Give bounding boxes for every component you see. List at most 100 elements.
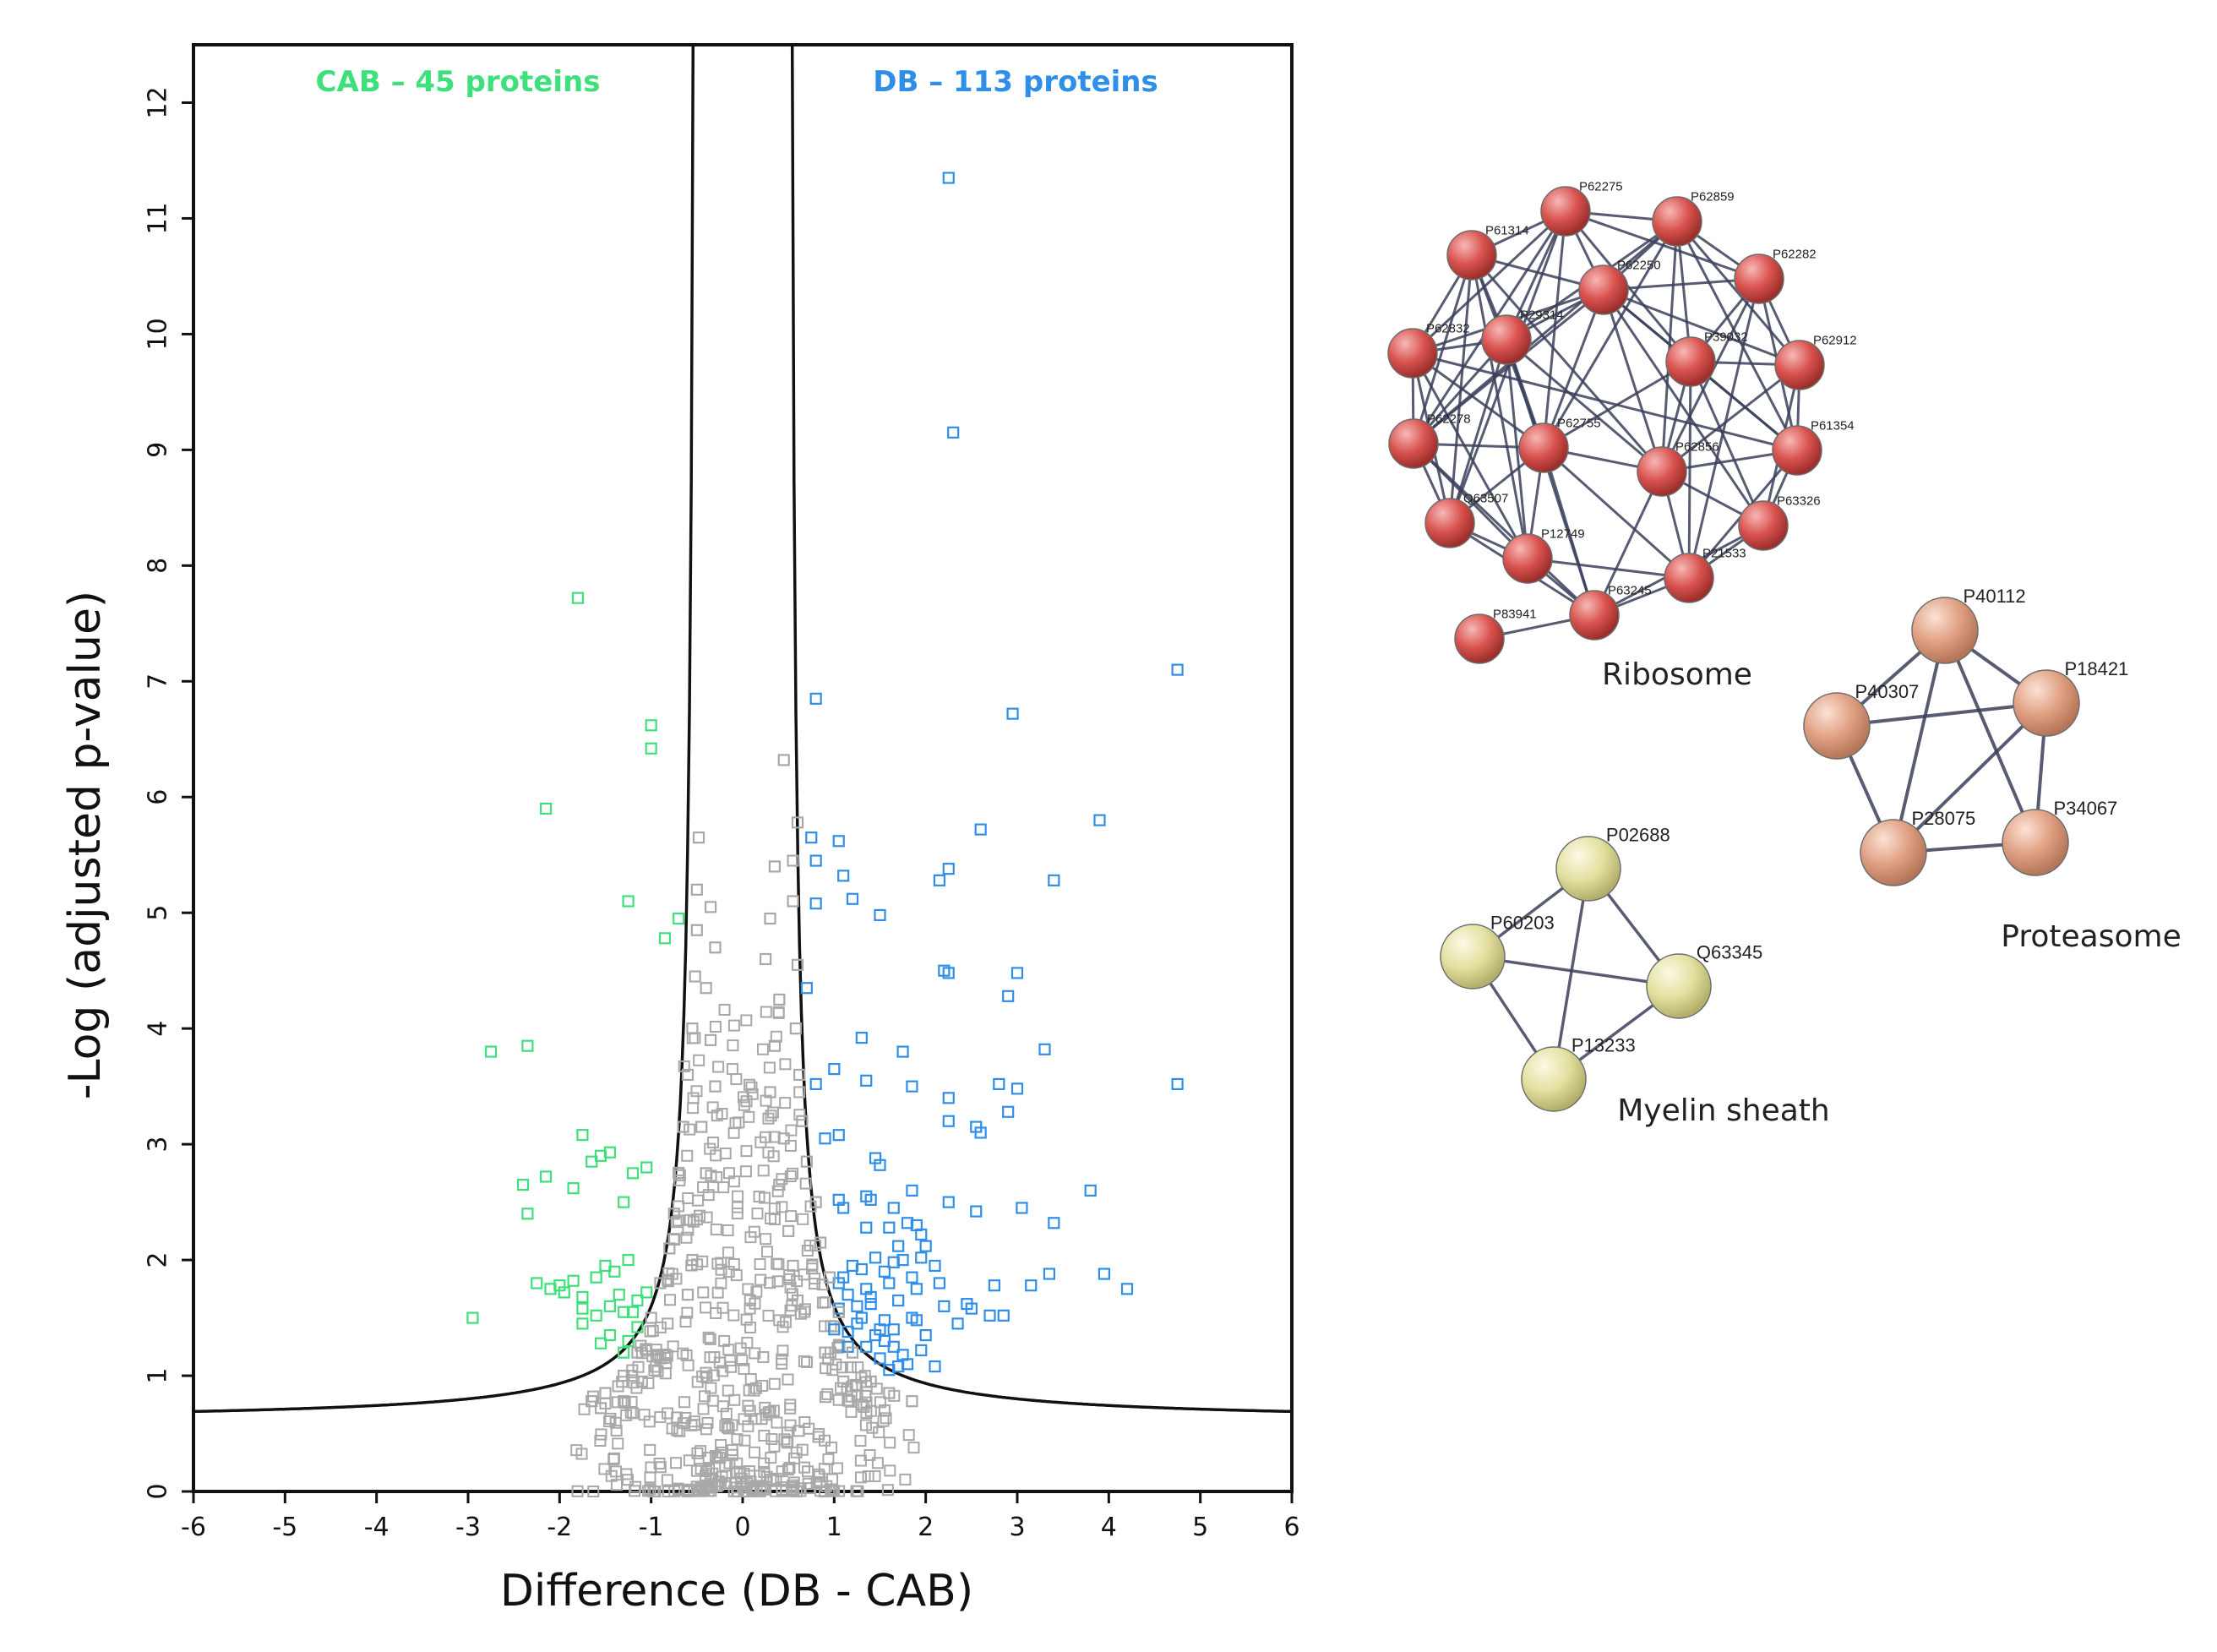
point-ns (726, 1444, 738, 1457)
point-ns (798, 1303, 811, 1316)
point-not-significant (809, 1196, 822, 1208)
point-cab (531, 1277, 543, 1289)
point-ns (668, 1485, 681, 1497)
protein-label: P63326 (1777, 493, 1821, 508)
point-ns (661, 1474, 673, 1486)
point-cab (516, 1178, 530, 1191)
point-not-significant (846, 1346, 859, 1359)
point-ns (712, 1060, 725, 1073)
point-ns (621, 1474, 634, 1486)
network-edge (1943, 630, 2037, 843)
point-ns (729, 1117, 742, 1130)
point-ns (716, 1365, 729, 1377)
y-tick-label: 10 (144, 318, 173, 350)
point-ns (681, 1485, 694, 1497)
point-ns (871, 1457, 884, 1469)
point-not-significant (618, 1369, 630, 1382)
network-edge (1593, 471, 1664, 616)
point-ns (764, 1277, 776, 1289)
point-ns (754, 1273, 767, 1286)
point-ns (851, 1380, 863, 1393)
point-ns (642, 1377, 655, 1389)
point-cab (603, 1329, 617, 1342)
point-ns (852, 1485, 864, 1497)
point-not-significant (759, 952, 772, 966)
point-ns (702, 1331, 715, 1344)
point-db (837, 870, 850, 882)
point-ns (757, 1351, 770, 1364)
point-ns (743, 1110, 755, 1123)
point-cab (466, 1311, 479, 1324)
x-tick-label: 2 (918, 1513, 934, 1542)
point-not-significant (686, 1022, 699, 1035)
point-not-significant (823, 1271, 836, 1284)
point-ns (762, 1112, 775, 1125)
point-ns (763, 1061, 776, 1074)
point-ns (821, 1388, 834, 1400)
point-ns (738, 1362, 750, 1375)
protein-label: P61314 (1485, 223, 1529, 237)
point-ns (756, 1043, 769, 1055)
point-not-significant (663, 1242, 676, 1255)
point-ns (654, 1321, 667, 1333)
point-ns (779, 1097, 792, 1110)
point-ns (725, 1360, 738, 1373)
point-ns (690, 1464, 703, 1477)
point-not-significant (700, 982, 712, 995)
protein-node-p28075 (1860, 819, 1927, 886)
point-db (915, 1228, 928, 1241)
point-ns (632, 1360, 645, 1373)
point-db (1043, 1268, 1056, 1280)
point-ns (758, 1483, 771, 1496)
point-ns (644, 1443, 656, 1456)
network-edge (1689, 361, 1765, 526)
protein-label: P02688 (1606, 825, 1670, 846)
point-ns (727, 1175, 740, 1188)
point-ns (816, 1296, 829, 1309)
point-ns (687, 1092, 700, 1104)
point-cab (567, 1182, 580, 1195)
protein-label: P63245 (1608, 583, 1652, 597)
point-ns (757, 1164, 770, 1177)
point-not-significant (631, 1346, 644, 1359)
point-db (874, 908, 886, 922)
point-ns (740, 1313, 753, 1326)
point-not-significant (791, 958, 804, 971)
x-axis-label: Difference (DB - CAB) (500, 1566, 973, 1617)
y-tick-label: 8 (144, 558, 173, 574)
point-ns (706, 1394, 719, 1407)
point-ns (742, 1399, 754, 1412)
protein-node-p12749 (1502, 533, 1553, 584)
protein-node-p40112 (1911, 597, 1979, 664)
protein-node-p62282 (1734, 254, 1784, 304)
point-ns (784, 1169, 797, 1182)
point-ns (693, 1054, 705, 1066)
point-db (938, 1300, 951, 1312)
protein-label: P62832 (1426, 321, 1470, 335)
point-ns (772, 1258, 785, 1271)
point-db (1098, 1268, 1111, 1280)
point-ns (884, 1464, 896, 1477)
protein-node-p34067 (2002, 809, 2069, 876)
point-ns (801, 1245, 814, 1257)
point-not-significant (681, 1068, 695, 1082)
point-ns (781, 1426, 793, 1439)
point-db (828, 1062, 841, 1076)
point-ns (618, 1397, 631, 1409)
point-ns (700, 1423, 712, 1436)
point-ns (758, 1191, 771, 1204)
point-not-significant (681, 1289, 695, 1301)
point-ns (707, 1180, 720, 1193)
point-ns (732, 1190, 744, 1202)
point-ns (845, 1405, 858, 1418)
point-not-significant (768, 1039, 782, 1052)
point-ns (751, 1208, 764, 1220)
point-ns (722, 1384, 734, 1397)
point-ns (704, 1472, 716, 1485)
protein-node-p83941 (1454, 613, 1505, 664)
protein-label: Q63345 (1697, 942, 1762, 963)
point-db (892, 1294, 905, 1307)
point-ns (782, 1464, 794, 1476)
point-db (1048, 874, 1060, 886)
point-ns (695, 1463, 707, 1475)
